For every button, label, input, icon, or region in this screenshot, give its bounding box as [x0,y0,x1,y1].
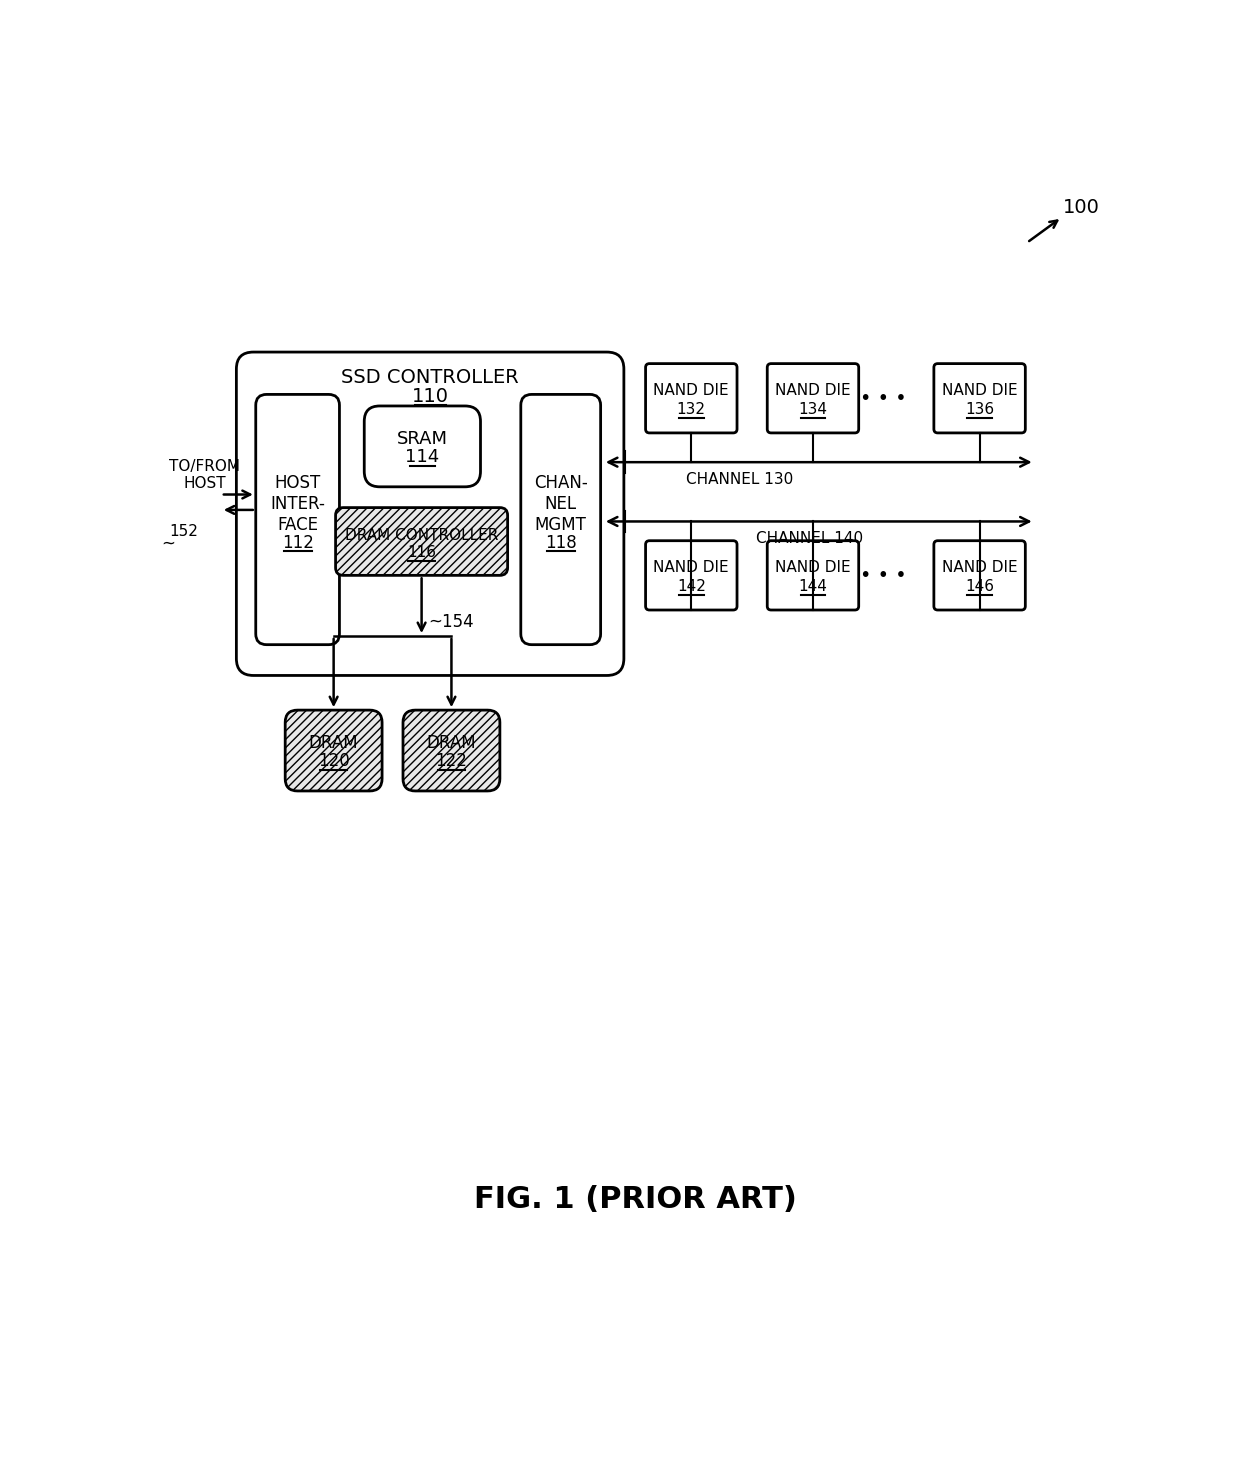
Text: • • •: • • • [861,566,906,585]
Text: 146: 146 [965,579,994,593]
FancyBboxPatch shape [934,541,1025,609]
FancyBboxPatch shape [646,541,737,609]
FancyBboxPatch shape [768,541,858,609]
FancyBboxPatch shape [285,710,382,790]
Text: NAND DIE: NAND DIE [775,383,851,398]
Text: 120: 120 [317,752,350,770]
Text: 116: 116 [407,545,436,560]
FancyBboxPatch shape [336,507,507,576]
Text: NAND DIE: NAND DIE [653,560,729,574]
Text: 110: 110 [412,388,449,407]
Text: 134: 134 [799,401,827,417]
Text: • • •: • • • [861,389,906,408]
Text: 152: 152 [169,523,198,539]
Text: HOST
INTER-
FACE: HOST INTER- FACE [270,474,325,534]
Text: 112: 112 [281,534,314,551]
Text: 144: 144 [799,579,827,593]
Text: DRAM: DRAM [309,733,358,752]
FancyBboxPatch shape [646,363,737,433]
Text: CHAN-
NEL
MGMT: CHAN- NEL MGMT [534,474,588,534]
Text: SSD CONTROLLER: SSD CONTROLLER [341,367,520,386]
Text: 100: 100 [1063,198,1100,217]
Text: NAND DIE: NAND DIE [942,383,1017,398]
Text: TO/FROM
HOST: TO/FROM HOST [169,459,241,491]
FancyBboxPatch shape [237,351,624,675]
FancyBboxPatch shape [403,710,500,790]
Text: FIG. 1 (PRIOR ART): FIG. 1 (PRIOR ART) [474,1184,797,1213]
Text: 136: 136 [965,401,994,417]
Text: 142: 142 [677,579,706,593]
Text: CHANNEL 130: CHANNEL 130 [687,471,794,487]
FancyBboxPatch shape [521,395,600,644]
Text: ~: ~ [161,535,175,553]
Text: CHANNEL 140: CHANNEL 140 [756,531,863,545]
FancyBboxPatch shape [365,405,481,487]
Text: DRAM CONTROLLER: DRAM CONTROLLER [345,528,498,542]
Text: ~154: ~154 [428,614,474,631]
Text: 122: 122 [435,752,467,770]
Text: 132: 132 [677,401,706,417]
Text: 114: 114 [405,448,439,467]
Text: NAND DIE: NAND DIE [942,560,1017,574]
Text: SRAM: SRAM [397,430,448,448]
Text: NAND DIE: NAND DIE [653,383,729,398]
Text: NAND DIE: NAND DIE [775,560,851,574]
FancyBboxPatch shape [768,363,858,433]
Text: DRAM: DRAM [427,733,476,752]
FancyBboxPatch shape [934,363,1025,433]
Text: 118: 118 [544,534,577,551]
FancyBboxPatch shape [255,395,340,644]
